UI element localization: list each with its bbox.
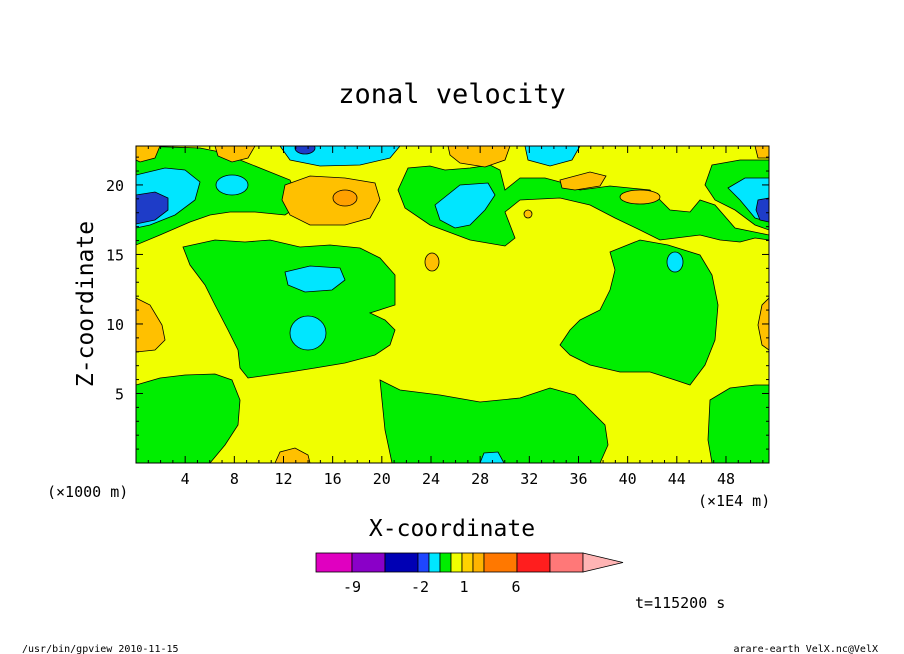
colorbar-swatch	[461, 552, 474, 573]
cyan-patch-bottom	[479, 451, 505, 463]
dark-blue-patch-top	[294, 146, 316, 155]
time-label: t=115200 s	[635, 594, 725, 612]
y-tick-label: 15	[106, 246, 124, 264]
green-region-center-right	[559, 239, 719, 386]
cyan-patch-small-left	[215, 174, 249, 196]
orange-patch-left-edge	[136, 297, 166, 353]
colorbar-swatch	[549, 552, 584, 573]
colorbar-swatch	[439, 552, 452, 573]
colorbar-swatch	[315, 552, 353, 573]
colorbar-label: -2	[411, 578, 429, 596]
y-tick-label: 10	[106, 316, 124, 334]
colorbar-swatch	[417, 552, 430, 573]
orange-patch-top-center	[447, 146, 511, 168]
x-tick-label: 16	[324, 470, 342, 488]
y-axis-label: Z-coordinate	[73, 221, 99, 387]
green-region-bottom-left	[136, 373, 241, 463]
x-axis: 4 8 12 16 20 24 28 32 36 40 44 48	[147, 146, 764, 488]
x-tick-label: 40	[619, 470, 637, 488]
colorbar-arrow	[582, 552, 624, 573]
orange-patch-tiny	[523, 209, 533, 219]
orange-patch-top-right	[754, 146, 769, 159]
colorbar-label: 1	[459, 578, 468, 596]
x-axis-label: X-coordinate	[369, 516, 535, 542]
x-tick-label: 44	[668, 470, 686, 488]
dark-blue-patch-right	[755, 197, 769, 223]
orange-patch-top-mid	[214, 146, 256, 163]
x-tick-label: 4	[181, 470, 190, 488]
x-tick-label: 8	[230, 470, 239, 488]
colorbar-label: 6	[511, 578, 520, 596]
footer-right: arare-earth_VelX.nc@VelX	[734, 644, 879, 654]
colorbar: -9 -2 1 6	[315, 552, 624, 596]
orange-patch-top-left	[136, 146, 161, 163]
colorbar-swatch	[351, 552, 386, 573]
y-tick-label: 20	[106, 177, 124, 195]
cyan-patch-top-right	[524, 146, 581, 167]
colorbar-swatch	[472, 552, 485, 573]
x-unit-right: (×1E4 m)	[698, 492, 770, 510]
orange-patch-small	[424, 252, 440, 272]
colorbar-swatch	[483, 552, 518, 573]
dark-blue-patch-left	[136, 191, 169, 225]
cyan-patch-right-small	[666, 251, 684, 273]
orange-patch-right-small	[619, 189, 661, 205]
colorbar-label: -9	[343, 578, 361, 596]
x-tick-label: 48	[717, 470, 735, 488]
cyan-patch-lower	[289, 315, 327, 351]
x-tick-label: 20	[373, 470, 391, 488]
plot-frame	[135, 145, 770, 464]
colorbar-swatch	[450, 552, 463, 573]
colorbar-swatch	[428, 552, 441, 573]
x-unit-left: (×1000 m)	[47, 483, 128, 501]
footer-left: /usr/bin/gpview 2010-11-15	[22, 644, 179, 654]
y-tick-label: 5	[115, 385, 124, 403]
y-axis: 5 10 15 20	[106, 156, 769, 450]
contour-field	[135, 145, 770, 464]
colorbar-swatch	[384, 552, 419, 573]
x-tick-label: 36	[569, 470, 587, 488]
colorbar-swatch	[516, 552, 551, 573]
cyan-patch-middle	[434, 182, 496, 229]
orange-patch-upper-left	[281, 175, 381, 226]
cyan-patch-center-left	[284, 265, 346, 293]
orange-patch-right-strip	[559, 171, 607, 191]
green-region-bottom	[379, 379, 609, 463]
x-tick-label: 28	[471, 470, 489, 488]
x-tick-label: 32	[520, 470, 538, 488]
chart-title: zonal velocity	[338, 79, 566, 110]
x-tick-label: 24	[422, 470, 440, 488]
green-region-bottom-right	[707, 384, 769, 463]
x-tick-label: 12	[274, 470, 292, 488]
orange-patch-core	[332, 189, 358, 207]
